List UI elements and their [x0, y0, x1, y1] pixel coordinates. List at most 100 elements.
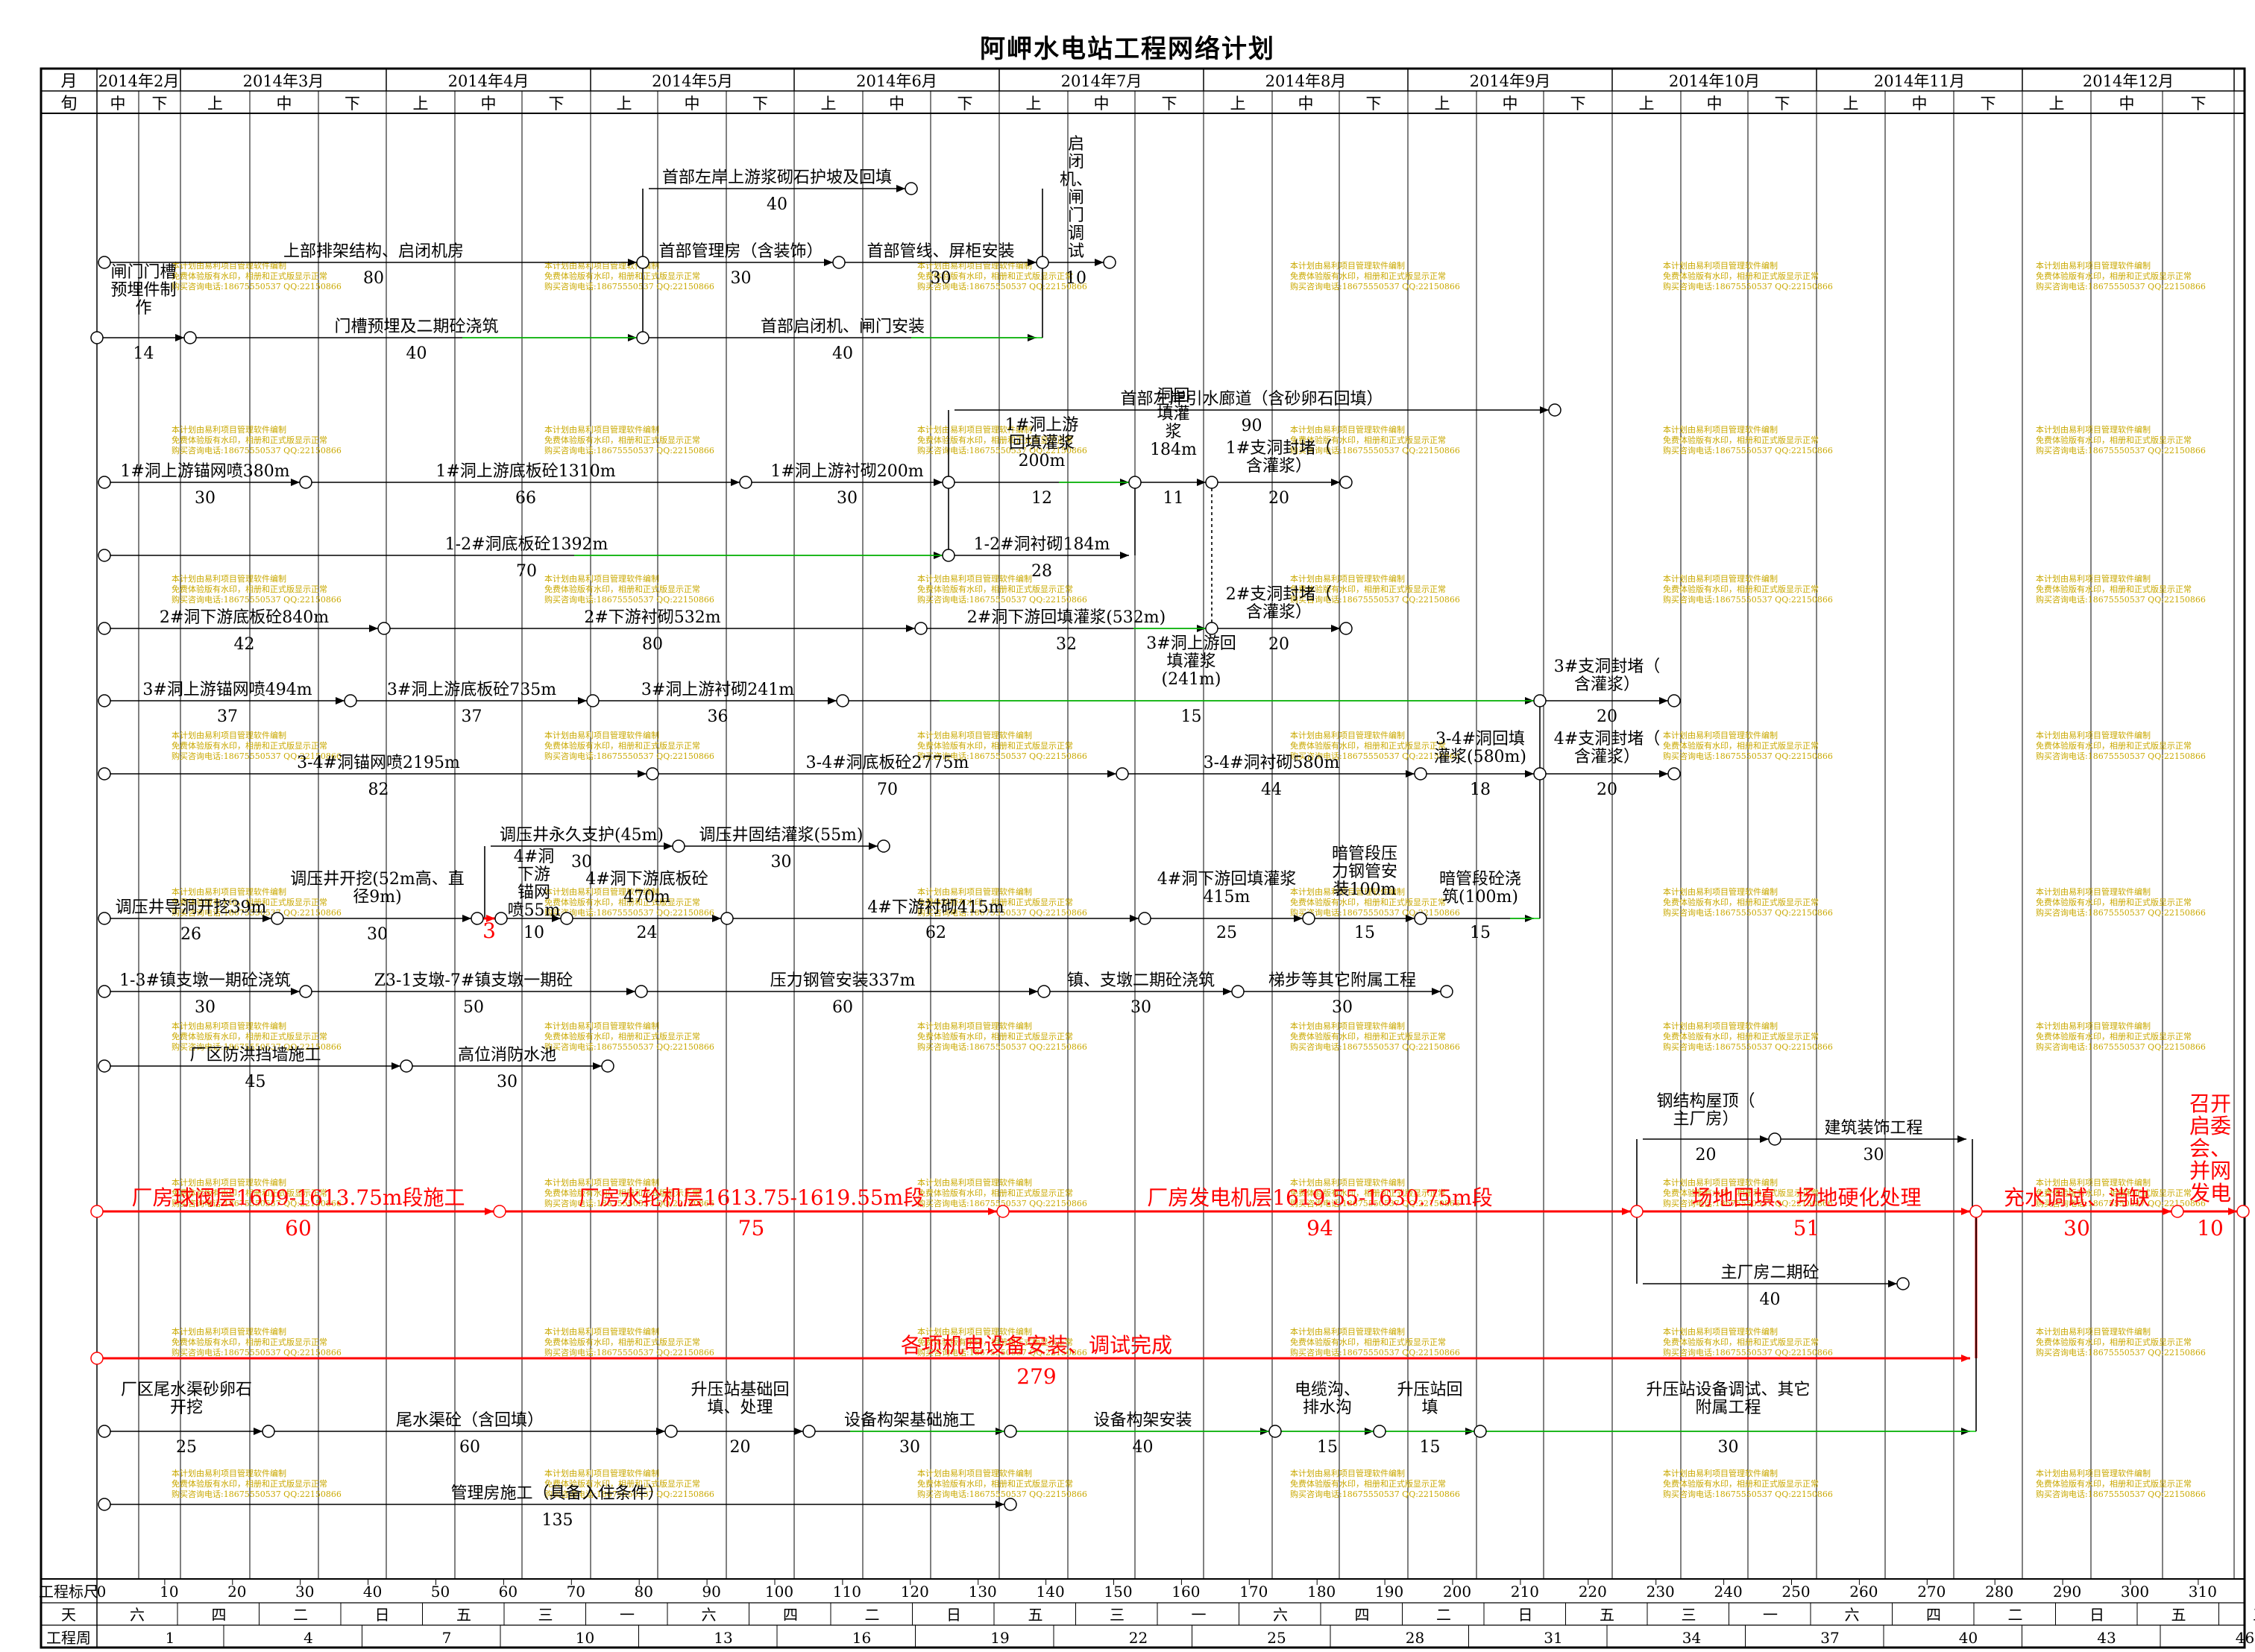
watermark-text: 购买咨询电话:18675550537 QQ:22150866: [1290, 281, 1460, 291]
activity-name: 3-4#洞衬砌580m: [1204, 754, 1340, 772]
weekday-cell: 三: [2253, 1606, 2255, 1624]
xun-cell: 上: [821, 95, 837, 113]
activity-name: 机、: [1060, 171, 1092, 189]
activity-duration: 20: [1597, 781, 1617, 799]
activity-name: 场地回填、场地硬化处理: [1691, 1185, 1921, 1210]
week-cell: 7: [442, 1629, 452, 1647]
month-cell: 2014年2月: [98, 72, 180, 90]
xun-cell: 下: [1570, 95, 1586, 113]
activity-duration: 20: [1696, 1146, 1717, 1164]
watermark-text: 购买咨询电话:18675550537 QQ:22150866: [172, 445, 342, 455]
xun-cell: 下: [1775, 95, 1790, 113]
xun-cell: 下: [752, 95, 768, 113]
watermark-text: 免费体验版有水印，相册和正式版显示正常: [172, 740, 327, 751]
event-node: [1268, 1425, 1282, 1438]
xun-cell: 下: [549, 95, 564, 113]
scale-tick-label: 230: [1647, 1583, 1675, 1601]
xun-cell: 中: [481, 95, 497, 113]
watermark-text: 购买咨询电话:18675550537 QQ:22150866: [172, 1041, 342, 1052]
activity-duration: 279: [1016, 1364, 1056, 1389]
activity-name: 调压井导洞开挖39m: [116, 898, 267, 917]
activity-duration: 40: [832, 344, 853, 363]
activity-name: 4#洞: [514, 848, 554, 866]
activity-name: 1#支洞封堵（: [1226, 439, 1332, 458]
activity-duration: 26: [180, 925, 201, 944]
xun-cell: 下: [1981, 95, 1996, 113]
event-node: [832, 256, 846, 269]
activity-name: 1-2#洞底板砼1392m: [445, 535, 608, 554]
outer-frame: [40, 67, 2246, 1649]
watermark-text: 购买咨询电话:18675550537 QQ:22150866: [917, 594, 1087, 605]
activity-name: 4#支洞封堵（: [1554, 730, 1660, 748]
activity-duration: 30: [571, 853, 592, 871]
activity-duration: 11: [1163, 489, 1184, 508]
watermark-text: 免费体验版有水印，相册和正式版显示正常: [172, 271, 327, 281]
event-node: [494, 912, 508, 925]
watermark-text: 本计划由易利项目管理软件编制: [1663, 1177, 1778, 1188]
scale-tick-label: 240: [1714, 1583, 1743, 1601]
arrow-head: [578, 697, 587, 704]
event-node: [905, 182, 918, 195]
activity-name: 3-4#洞回填: [1435, 730, 1525, 748]
activity-name: 装100m: [1333, 880, 1397, 899]
weekday-cell: 六: [1273, 1606, 1288, 1624]
xun-cell: 下: [345, 95, 360, 113]
weekday-cell: 日: [375, 1606, 390, 1624]
activity-name: 4#洞下游回填灌浆: [1157, 870, 1296, 889]
watermark-text: 免费体验版有水印，相册和正式版显示正常: [1290, 897, 1446, 907]
arrow-head: [1540, 406, 1549, 414]
event-node: [1037, 985, 1051, 998]
scale-tick-label: 160: [1171, 1583, 1200, 1601]
activity-name: 填灌浆: [1166, 652, 1215, 671]
week-cell: 13: [714, 1629, 732, 1647]
arrow-head: [794, 1428, 803, 1435]
xun-cell: 下: [1162, 95, 1177, 113]
xun-cell: 下: [1366, 95, 1382, 113]
event-node: [802, 1425, 816, 1438]
watermark-text: 本计划由易利项目管理软件编制: [1663, 260, 1778, 271]
event-node: [1533, 694, 1547, 707]
watermark-text: 本计划由易利项目管理软件编制: [172, 573, 286, 584]
activity-duration: 30: [497, 1073, 518, 1091]
watermark-text: 购买咨询电话:18675550537 QQ:22150866: [917, 1489, 1087, 1499]
arrow-head: [1957, 1135, 1966, 1143]
activity-duration: 62: [925, 924, 946, 942]
watermark-text: 购买咨询电话:18675550537 QQ:22150866: [917, 1041, 1087, 1052]
activity-duration: 36: [708, 707, 729, 726]
activity-name: 3-4#洞底板砼2775m: [806, 754, 969, 772]
activity-duration: 30: [837, 489, 858, 508]
arrow-head: [291, 988, 300, 995]
watermark-text: 购买咨询电话:18675550537 QQ:22150866: [544, 907, 714, 918]
watermark-text: 购买咨询电话:18675550537 QQ:22150866: [1663, 594, 1833, 605]
arrow-head: [1331, 479, 1340, 486]
activity-duration: 30: [1718, 1438, 1739, 1457]
arrow-head: [552, 915, 561, 922]
watermark-text: 本计划由易利项目管理软件编制: [1290, 1468, 1405, 1478]
scale-tick-label: 0: [97, 1583, 107, 1601]
watermark-text: 免费体验版有水印，相册和正式版显示正常: [1663, 1337, 1819, 1347]
scale-tick-label: 180: [1307, 1583, 1336, 1601]
arrow-head: [593, 1062, 602, 1070]
watermark-text: 本计划由易利项目管理软件编制: [1663, 1468, 1778, 1478]
watermark-text: 本计划由易利项目管理软件编制: [544, 886, 659, 897]
watermark-text: 购买咨询电话:18675550537 QQ:22150866: [1663, 1347, 1833, 1358]
weekday-cell: 四: [1926, 1606, 1941, 1624]
activity-name: 钢结构屋顶（: [1656, 1092, 1755, 1111]
activity-name: 建筑装饰工程: [1824, 1119, 1922, 1138]
activity-name: 高位消防水池: [458, 1046, 556, 1065]
event-node: [1036, 256, 1049, 269]
activity-name: 3#洞上游回: [1146, 634, 1236, 653]
watermark-text: 本计划由易利项目管理软件编制: [172, 260, 286, 271]
activity-name: 灌浆(580m): [1434, 748, 1526, 766]
activity-name: 1#洞上游衬砌200m: [770, 462, 923, 481]
event-node: [98, 476, 111, 489]
activity-duration: 75: [738, 1216, 765, 1240]
watermark-text: 本计划由易利项目管理软件编制: [917, 730, 1032, 740]
activity-duration: 30: [195, 489, 216, 508]
activity-name: 调压井永久支护(45m): [500, 826, 664, 845]
activity-name: 首部左岸引水廊道（含砂卵石回填）: [1120, 390, 1383, 409]
watermark-text: 免费体验版有水印，相册和正式版显示正常: [1290, 740, 1446, 751]
activity-name: 设备构架安装: [1093, 1411, 1192, 1430]
month-cell: 2014年4月: [448, 72, 529, 90]
